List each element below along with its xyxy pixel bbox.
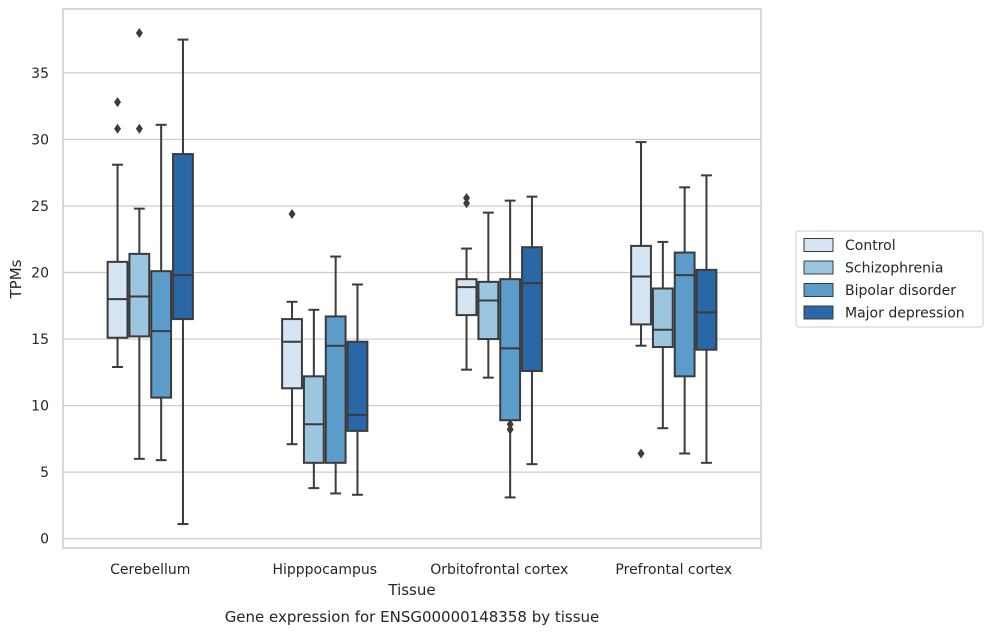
box-group — [302, 308, 325, 490]
box-body — [324, 315, 347, 464]
plot-frame — [62, 8, 762, 549]
box-group — [346, 283, 369, 496]
legend: Control Schizophrenia Bipolar disorder Majo… — [795, 230, 984, 328]
box-body — [651, 287, 674, 349]
box-body — [150, 270, 173, 399]
y-tick-label: 35 — [31, 66, 49, 82]
box-group — [455, 192, 478, 371]
y-tick-label: 20 — [31, 266, 49, 282]
legend-swatch — [803, 238, 834, 252]
box-group — [324, 255, 347, 495]
outlier-point — [114, 123, 122, 134]
outlier-point — [463, 198, 471, 209]
outlier-point — [135, 27, 143, 38]
x-tick-label: Hipppocampus — [272, 562, 377, 578]
y-tick-label: 25 — [31, 199, 49, 215]
box-body — [128, 252, 151, 338]
box-group — [172, 38, 194, 526]
box-body — [499, 278, 522, 422]
y-tick-label: 30 — [31, 132, 49, 148]
box-group — [150, 123, 173, 462]
outlier-point — [135, 123, 143, 134]
y-tick-label: 0 — [40, 532, 49, 548]
y-tick-label: 10 — [31, 399, 49, 415]
box-group — [499, 199, 522, 499]
box-body — [521, 246, 543, 372]
box-groups — [106, 27, 718, 526]
box-body — [281, 318, 303, 390]
box-group — [106, 97, 129, 369]
box-group — [281, 208, 303, 446]
box-body — [455, 278, 478, 317]
y-axis-label: TPMs — [7, 259, 25, 299]
box-group — [673, 186, 696, 455]
box-group — [695, 174, 718, 464]
y-tick-label: 5 — [40, 465, 49, 481]
outlier-point — [637, 448, 645, 459]
box-body — [302, 375, 325, 464]
chart-caption: Gene expression for ENSG00000148358 by t… — [225, 608, 600, 626]
y-tick-label: 15 — [31, 332, 49, 348]
y-axis-ticks: 0 5 10 15 20 25 30 35 — [31, 66, 49, 548]
box-body — [477, 280, 500, 341]
legend-label: Bipolar disorder — [845, 283, 956, 299]
x-tick-label: Cerebellum — [110, 562, 190, 578]
box-body — [346, 340, 369, 432]
box-body — [630, 244, 652, 326]
legend-swatch — [803, 305, 834, 320]
box-group — [128, 27, 151, 460]
legend-label: Schizophrenia — [845, 261, 943, 277]
x-axis-label: Tissue — [387, 581, 435, 599]
box-body — [673, 251, 696, 378]
x-tick-label: Prefrontal cortex — [615, 562, 732, 578]
x-axis-ticks: Cerebellum Hipppocampus Orbitofrontal cort… — [110, 562, 732, 578]
box-group — [521, 195, 543, 466]
box-group — [630, 141, 652, 459]
x-tick-label: Orbitofrontal cortex — [430, 562, 568, 578]
legend-label: Major depression — [845, 306, 965, 322]
box-group — [651, 240, 674, 430]
legend-swatch — [803, 260, 834, 275]
legend-swatch — [803, 283, 834, 297]
box-body — [172, 153, 194, 321]
box-group — [477, 211, 500, 379]
outlier-point — [114, 97, 122, 108]
legend-frame — [795, 230, 984, 328]
box-body — [695, 268, 718, 351]
outlier-point — [463, 192, 471, 203]
outlier-point — [506, 424, 514, 435]
outlier-point — [288, 208, 296, 219]
outlier-point — [506, 419, 514, 430]
legend-label: Control — [845, 238, 896, 254]
